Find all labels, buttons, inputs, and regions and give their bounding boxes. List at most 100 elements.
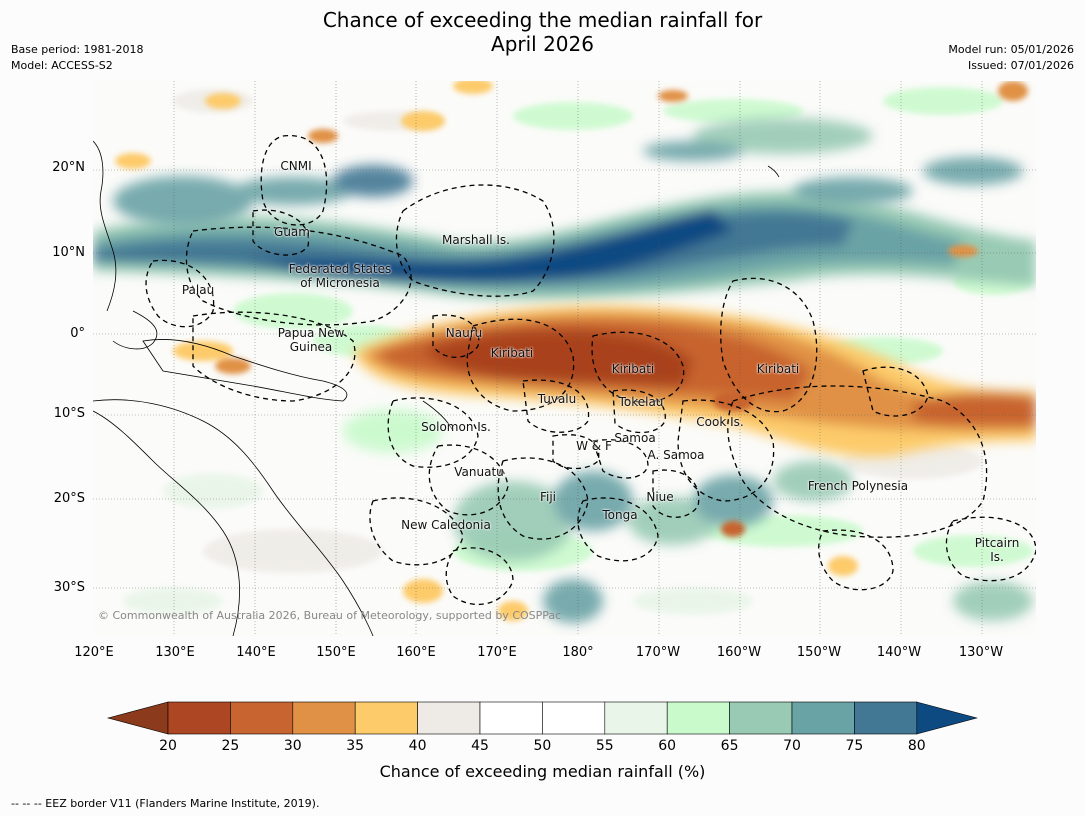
colorbar-swatch-40-45: [417, 701, 481, 735]
eez-png: [192, 311, 356, 402]
eez-cnmi: [260, 135, 328, 226]
title-line-2: April 2026: [491, 32, 594, 56]
colorbar-tick-50: 50: [533, 738, 552, 754]
pitcairn-line-1: Pitcairn: [974, 536, 1020, 550]
region-label-samoa: Samoa: [614, 431, 656, 445]
region-label-png: Papua New Guinea: [278, 326, 345, 354]
colorbar-tick-30: 30: [283, 738, 302, 754]
new-guinea-outline: [142, 338, 348, 402]
eez-austral: [818, 529, 894, 591]
eez-fsm: [185, 226, 412, 326]
colorbar: [106, 701, 978, 735]
eez-solomon: [387, 397, 479, 468]
lon-label-130e: 130°E: [155, 645, 195, 660]
eez-norfolk: [445, 547, 514, 606]
eez-tuvalu: [522, 379, 590, 433]
colorbar-tick-65: 65: [720, 738, 739, 754]
australia-inner: [93, 410, 240, 636]
lon-label-130w: 130°W: [958, 645, 1004, 660]
lon-label-120e: 120°E: [74, 645, 114, 660]
region-label-fiji: Fiji: [539, 490, 557, 504]
colorbar-swatch-70-75: [791, 701, 855, 735]
region-label-vanuatu: Vanuatu: [454, 465, 504, 479]
hawaii-outline: [767, 165, 780, 178]
png-line-2: Guinea: [289, 340, 333, 354]
colorbar-swatch-50-55: [542, 701, 606, 735]
lat-label-10n: 10°N: [52, 245, 85, 260]
colorbar-tick-70: 70: [783, 738, 801, 754]
metadata-left: Base period: 1981-2018 Model: ACCESS-S2: [11, 42, 143, 74]
eez-cook: [677, 399, 775, 502]
colorbar-tick-60: 60: [658, 738, 677, 754]
model-run-date: Model run: 05/01/2026: [948, 43, 1074, 56]
title-line-1: Chance of exceeding the median rainfall …: [322, 8, 763, 32]
lon-label-160e: 160°E: [396, 645, 436, 660]
eez-marshall: [395, 184, 555, 297]
rainfall-map-canvas: [93, 81, 1036, 636]
colorbar-swatch-35-40: [354, 701, 418, 735]
region-label-new-caledonia: New Caledonia: [401, 518, 491, 532]
colorbar-swatch-55-60: [604, 701, 668, 735]
region-label-micronesia: Federated States of Micronesia: [289, 262, 391, 290]
eez-guam: [252, 209, 310, 256]
graticule: [93, 81, 1036, 636]
region-label-kiribati-central: Kiribati: [611, 362, 655, 376]
eez-borders: [145, 135, 1036, 606]
mindanao-outline: [112, 310, 158, 350]
region-label-palau: Palau: [181, 283, 215, 297]
colorbar-swatch-75-80: [854, 701, 918, 735]
solomon-islands: [422, 400, 454, 432]
eez-nauru: [432, 314, 480, 358]
dry-patches-scattered: [115, 81, 1028, 621]
colorbar-tick-40: 40: [408, 738, 427, 754]
eez-new-caledonia: [369, 497, 464, 566]
philippines-outline: [93, 140, 117, 312]
region-label-tonga: Tonga: [602, 508, 638, 522]
region-label-american-samoa: A. Samoa: [647, 448, 705, 462]
region-label-kiribati-east: Kiribati: [756, 362, 800, 376]
model-name: Model: ACCESS-S2: [11, 59, 113, 72]
colorbar-swatch-20-25: [167, 701, 231, 735]
eez-kiribati-west: [466, 318, 575, 412]
colorbar-tick-20: 20: [159, 738, 177, 754]
lon-label-150e: 150°E: [316, 645, 356, 660]
colorbar-tick-55: 55: [595, 738, 614, 754]
colorbar-tick-75: 75: [845, 738, 864, 754]
lon-label-180: 180°: [562, 645, 594, 660]
colorbar-swatch-45-50: [479, 701, 543, 735]
lon-label-140e: 140°E: [236, 645, 276, 660]
colorbar-under-extension: [106, 701, 169, 735]
colorbar-over-extension: [916, 701, 978, 735]
lon-label-150w: 150°W: [796, 645, 842, 660]
region-label-pitcairn: Pitcairn Is.: [975, 536, 1020, 564]
base-period: Base period: 1981-2018: [11, 43, 144, 56]
issued-date: Issued: 07/01/2026: [967, 59, 1074, 72]
eez-tonga: [577, 497, 659, 562]
eez-fiji: [497, 457, 589, 540]
colorbar-tick-25: 25: [221, 738, 240, 754]
region-label-cnmi: CNMI: [280, 159, 312, 173]
copyright-notice: © Commonwealth of Australia 2026, Bureau…: [98, 609, 562, 622]
colorbar-swatch-25-30: [230, 701, 294, 735]
region-label-french-polynesia: French Polynesia: [807, 479, 909, 493]
coastlines: [93, 140, 780, 636]
lon-label-170e: 170°E: [477, 645, 517, 660]
region-label-kiribati-west: Kiribati: [490, 346, 534, 360]
wet-band-north: [93, 191, 1036, 301]
eez-french-polynesia: [727, 385, 988, 538]
colorbar-swatch-30-35: [292, 701, 356, 735]
region-label-guam: Guam: [274, 225, 310, 239]
chart-title: Chance of exceeding the median rainfall …: [0, 8, 1085, 56]
region-label-marshall-islands: Marshall Is.: [442, 233, 510, 247]
colorbar-swatch-65-70: [729, 701, 793, 735]
eez-palau: [145, 259, 215, 328]
rainfall-map[interactable]: [93, 81, 1036, 636]
region-label-tokelau: Tokelau: [618, 395, 664, 409]
lat-label-20s: 20°S: [53, 491, 85, 506]
eez-footnote: -- -- -- EEZ border V11 (Flanders Marine…: [11, 797, 320, 810]
region-label-niue: Niue: [646, 490, 674, 504]
eez-niue: [652, 469, 700, 518]
wet-west-pacific: [113, 118, 1023, 226]
region-label-tuvalu: Tuvalu: [537, 392, 577, 406]
eez-pitcairn: [945, 516, 1036, 582]
